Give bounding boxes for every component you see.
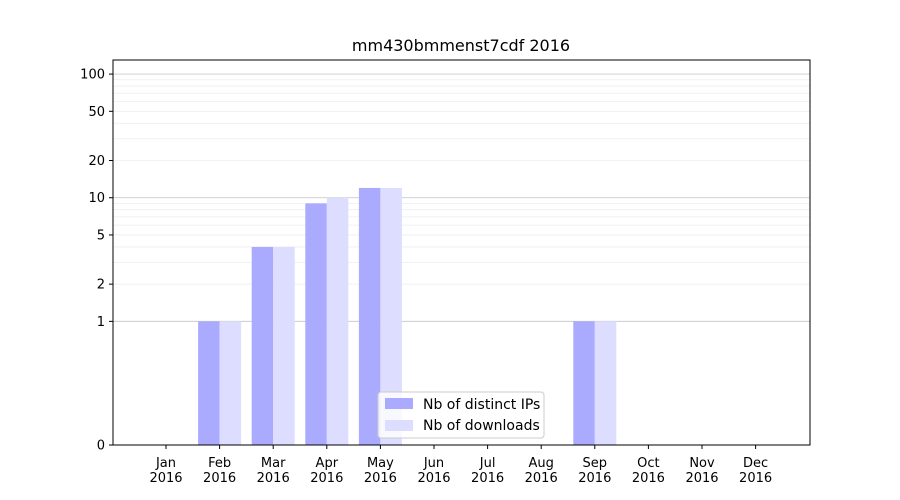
x-tick-label-month: Oct bbox=[637, 456, 659, 471]
x-tick-label-month: Nov bbox=[689, 456, 715, 471]
y-tick-label: 5 bbox=[97, 228, 105, 243]
x-tick-label-year: 2016 bbox=[203, 471, 236, 486]
x-tick-label-year: 2016 bbox=[417, 471, 450, 486]
x-axis: Jan2016Feb2016Mar2016Apr2016May2016Jun20… bbox=[149, 445, 772, 486]
bar bbox=[198, 321, 220, 445]
y-tick-label: 10 bbox=[88, 191, 105, 206]
x-tick-label-month: Dec bbox=[743, 456, 768, 471]
x-tick-label-month: May bbox=[367, 456, 394, 471]
y-tick-label: 2 bbox=[97, 278, 105, 293]
legend: Nb of distinct IPs Nb of downloads bbox=[377, 391, 545, 439]
x-tick-label-year: 2016 bbox=[739, 471, 772, 486]
x-tick-label-year: 2016 bbox=[685, 471, 718, 486]
x-tick-label-year: 2016 bbox=[257, 471, 290, 486]
y-tick-label: 1 bbox=[97, 315, 105, 330]
bar bbox=[219, 321, 242, 445]
legend-label-distinct-ips: Nb of distinct IPs bbox=[423, 397, 540, 413]
x-tick-label-month: Jan bbox=[155, 456, 176, 471]
x-tick-label-year: 2016 bbox=[578, 471, 611, 486]
x-tick-label-month: Jul bbox=[479, 456, 496, 471]
bar bbox=[326, 197, 349, 445]
x-tick-label-year: 2016 bbox=[364, 471, 397, 486]
y-tick-label: 20 bbox=[88, 154, 105, 169]
x-tick-label-year: 2016 bbox=[471, 471, 504, 486]
x-tick-label-month: Sep bbox=[583, 456, 608, 471]
legend-swatch-downloads bbox=[385, 420, 413, 431]
x-tick-label-month: Mar bbox=[261, 456, 286, 471]
x-tick-label-month: Apr bbox=[316, 456, 339, 471]
bar bbox=[380, 187, 402, 445]
y-tick-label: 0 bbox=[97, 439, 105, 454]
y-axis: 0 1 2 5 10 20 50 100 bbox=[80, 68, 113, 454]
bar bbox=[573, 321, 595, 445]
plot-frame bbox=[112, 59, 811, 446]
legend-label-downloads: Nb of downloads bbox=[423, 418, 540, 434]
x-tick-label-month: Aug bbox=[529, 456, 554, 471]
grid bbox=[113, 73, 810, 322]
y-tick-label: 100 bbox=[80, 68, 105, 83]
y-tick-label: 50 bbox=[88, 105, 105, 120]
bars bbox=[198, 187, 617, 445]
legend-swatch-distinct-ips bbox=[385, 398, 413, 409]
bar bbox=[273, 246, 295, 445]
bar bbox=[594, 321, 617, 445]
x-tick-label-year: 2016 bbox=[525, 471, 558, 486]
x-tick-label-year: 2016 bbox=[310, 471, 343, 486]
bar bbox=[358, 187, 381, 445]
x-tick-label-month: Feb bbox=[208, 456, 231, 471]
x-tick-label-year: 2016 bbox=[149, 471, 182, 486]
chart-title: mm430bmmenst7cdf 2016 bbox=[352, 36, 570, 55]
bar bbox=[305, 203, 327, 445]
bar bbox=[251, 246, 274, 445]
x-tick-label-month: Jun bbox=[423, 456, 444, 471]
legend-box bbox=[377, 391, 545, 439]
x-tick-label-year: 2016 bbox=[632, 471, 665, 486]
